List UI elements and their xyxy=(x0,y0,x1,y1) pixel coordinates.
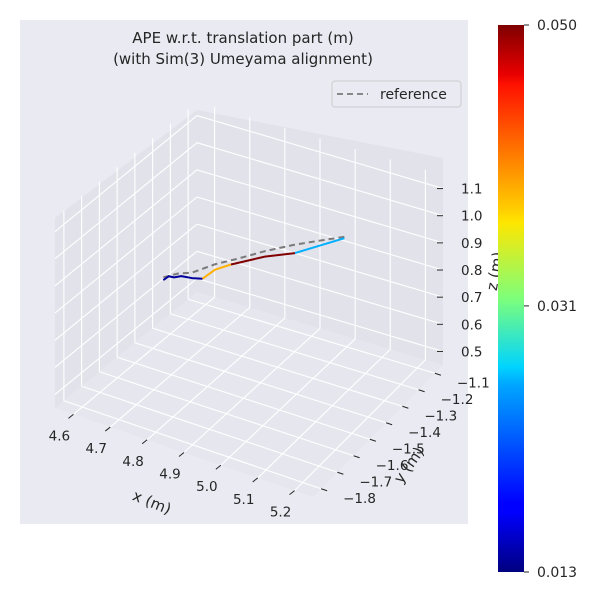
x-tick-mark xyxy=(68,413,74,419)
grid-line-x-floor xyxy=(220,338,356,466)
grid-line-z-left xyxy=(54,223,198,341)
y-tick-label: −1.4 xyxy=(408,425,441,441)
y-tick-label: −1.7 xyxy=(359,474,392,490)
colorbar-tick-label: 0.013 xyxy=(537,565,577,581)
legend-box xyxy=(331,80,462,108)
grid-line-x-floor xyxy=(73,296,215,415)
y-tick-label: −1.8 xyxy=(343,491,376,507)
grid-lines xyxy=(54,107,444,492)
legend: reference xyxy=(331,80,462,108)
x-tick-label: 5.0 xyxy=(196,479,217,495)
x-tick-mark xyxy=(252,477,259,483)
axis-ticks: 4.64.74.84.95.05.15.2−1.8−1.7−1.6−1.5−1.… xyxy=(49,182,490,521)
y-tick-mark xyxy=(337,471,344,475)
x-tick-mark xyxy=(141,439,148,445)
grid-line-z-left xyxy=(54,169,198,287)
grid-line-x-floor xyxy=(109,307,251,428)
x-tick-label: 4.9 xyxy=(159,467,180,483)
grid-line-y-floor xyxy=(170,313,419,391)
z-tick-label: 0.8 xyxy=(461,263,482,279)
grid-line-y-floor xyxy=(99,371,354,457)
z-tick-label: 0.5 xyxy=(461,344,482,360)
trajectory-segment-2 xyxy=(201,263,232,280)
z-tick-label: 1.1 xyxy=(461,182,482,198)
left-pane xyxy=(55,110,197,408)
grid-line-z-back xyxy=(196,223,444,298)
y-tick-label: −1.6 xyxy=(376,458,409,474)
grid-line-z-left xyxy=(54,250,198,368)
x-tick-mark xyxy=(178,452,185,457)
grid-line-x-floor xyxy=(183,328,321,453)
trajectory-segment-4 xyxy=(294,237,345,255)
legend-reference-label: reference xyxy=(380,87,447,103)
x-tick-label: 4.7 xyxy=(86,441,107,457)
grid-line-z-left xyxy=(54,278,198,395)
x-tick-mark xyxy=(104,426,111,432)
y-tick-mark xyxy=(385,422,393,426)
grid-line-y-floor xyxy=(116,356,371,440)
y-tick-mark xyxy=(434,372,442,376)
grid-line-y-floor xyxy=(134,342,387,424)
trajectory-series xyxy=(162,235,347,281)
colorbar-tick-label: 0.031 xyxy=(537,299,577,315)
colorbar-tick-label: 0.050 xyxy=(537,18,577,34)
x-tick-label: 5.1 xyxy=(233,492,254,508)
x-tick-mark xyxy=(289,490,295,496)
x-tick-label: 4.6 xyxy=(49,428,70,444)
y-tick-mark xyxy=(418,389,425,393)
grid-line-z-left xyxy=(54,142,198,260)
chart-title: APE w.r.t. translation part (m) xyxy=(132,29,353,47)
grid-line-z-back xyxy=(196,277,444,352)
grid-line-z-back xyxy=(196,196,444,271)
z-tick-label: 0.6 xyxy=(461,317,482,333)
colorbar-ticks: 0.013 0.031 0.050 xyxy=(524,18,577,581)
y-tick-mark xyxy=(320,488,328,492)
grid-line-x-floor xyxy=(257,348,391,479)
y-tick-label: −1.3 xyxy=(424,408,457,424)
grid-line-y-floor xyxy=(63,400,322,490)
y-tick-mark xyxy=(369,438,377,442)
trajectory-segment-3 xyxy=(230,252,296,266)
colorbar xyxy=(498,25,524,572)
y-tick-mark xyxy=(402,405,409,409)
grid-line-z-left xyxy=(54,115,198,232)
grid-line-y-floor xyxy=(81,385,338,473)
trajectory-segment-1 xyxy=(162,275,203,281)
y-tick-label: −1.1 xyxy=(457,375,490,391)
x-tick-label: 4.8 xyxy=(122,454,143,470)
chart-subtitle: (with Sim(3) Umeyama alignment) xyxy=(113,50,373,68)
grid-line-z-left xyxy=(54,196,198,314)
x-tick-label: 5.2 xyxy=(270,505,291,521)
z-tick-label: 0.7 xyxy=(461,290,482,306)
reference-line xyxy=(163,235,347,279)
z-tick-label: 0.9 xyxy=(461,236,482,252)
grid-line-x-floor xyxy=(294,359,426,492)
grid-line-x-floor xyxy=(146,317,286,441)
grid-line-z-back xyxy=(196,115,444,190)
floor-pane xyxy=(55,292,443,497)
grid-line-y-floor xyxy=(152,327,403,407)
grid-line-z-back xyxy=(196,142,444,217)
y-tick-label: −1.2 xyxy=(441,392,474,408)
y-tick-label: −1.5 xyxy=(392,441,425,457)
x-tick-mark xyxy=(215,464,222,470)
z-tick-label: 1.0 xyxy=(461,209,482,225)
grid-line-y-floor xyxy=(187,298,436,374)
y-tick-mark xyxy=(353,455,360,459)
grid-line-z-back xyxy=(196,169,444,244)
